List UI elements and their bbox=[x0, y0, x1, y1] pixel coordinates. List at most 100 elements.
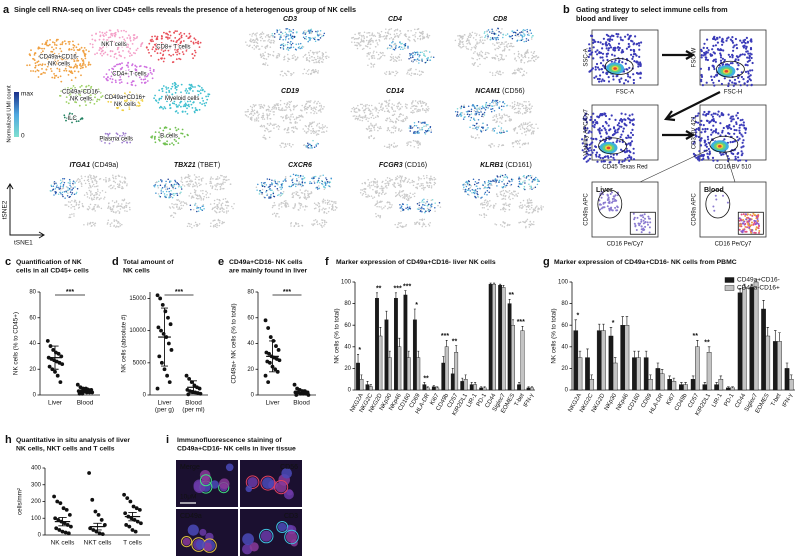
tsne-point bbox=[519, 146, 521, 148]
tsne-point bbox=[466, 186, 468, 188]
tsne-point bbox=[245, 111, 247, 113]
tsne-point bbox=[71, 194, 73, 196]
tsne-point bbox=[186, 107, 188, 109]
tsne-point bbox=[187, 225, 189, 227]
panel-title: Single cell RNA-seq on liver CD45+ cells… bbox=[14, 5, 356, 14]
tsne-point bbox=[217, 208, 219, 210]
tsne-point bbox=[368, 128, 370, 130]
tsne-point bbox=[117, 221, 119, 223]
tsne-point bbox=[318, 110, 320, 112]
tsne-point bbox=[253, 104, 255, 106]
tsne-point bbox=[312, 131, 314, 133]
tsne-point bbox=[128, 34, 130, 36]
tsne-point bbox=[279, 29, 281, 31]
tsne-point bbox=[81, 183, 83, 185]
tsne-point bbox=[166, 88, 168, 90]
tsne-point bbox=[495, 122, 497, 124]
tsne-point bbox=[251, 111, 253, 113]
tsne-point bbox=[481, 196, 483, 198]
tsne-point bbox=[161, 42, 163, 44]
tsne-point bbox=[79, 207, 81, 209]
tsne-point bbox=[427, 33, 429, 35]
tsne-point bbox=[189, 225, 191, 227]
tsne-point bbox=[517, 143, 519, 145]
tsne-point bbox=[474, 191, 476, 193]
tsne-point bbox=[507, 116, 509, 118]
tsne-point bbox=[305, 196, 307, 198]
tsne-point bbox=[199, 195, 201, 197]
tsne-point bbox=[313, 62, 315, 64]
tsne-point bbox=[32, 70, 34, 72]
tsne-point bbox=[528, 125, 530, 127]
tsne-point bbox=[376, 206, 378, 208]
tsne-point bbox=[99, 194, 101, 196]
tsne-point bbox=[401, 195, 403, 197]
tsne-point bbox=[192, 180, 194, 182]
tsne-point bbox=[377, 115, 379, 117]
tsne-point bbox=[286, 114, 288, 116]
tsne-point bbox=[486, 202, 488, 204]
tsne-point bbox=[400, 120, 402, 122]
tsne-point bbox=[501, 32, 503, 34]
tsne-point bbox=[38, 70, 40, 72]
tsne-point bbox=[408, 178, 410, 180]
tsne-point bbox=[420, 103, 422, 105]
tsne-point bbox=[132, 80, 134, 82]
tsne-point bbox=[370, 123, 372, 125]
tsne-point bbox=[270, 42, 272, 44]
tsne-point bbox=[428, 128, 430, 130]
tsne-point bbox=[149, 67, 151, 69]
tsne-point bbox=[291, 186, 293, 188]
tsne-point bbox=[85, 58, 87, 60]
tsne-point bbox=[85, 49, 87, 51]
tsne-point bbox=[514, 72, 516, 74]
tsne-point bbox=[353, 37, 355, 39]
tsne-point bbox=[533, 52, 535, 54]
tsne-point bbox=[164, 58, 166, 60]
tsne-point bbox=[296, 223, 298, 225]
tsne-point bbox=[389, 74, 391, 76]
tsne-point bbox=[315, 130, 317, 132]
tsne-point bbox=[278, 128, 280, 130]
tsne-point bbox=[80, 74, 82, 76]
tsne-point bbox=[118, 51, 120, 53]
tsne-point bbox=[89, 190, 91, 192]
tsne-point bbox=[478, 55, 480, 57]
tsne-point bbox=[71, 72, 73, 74]
tsne-point bbox=[521, 31, 523, 33]
tsne-point bbox=[56, 68, 58, 70]
tsne-point bbox=[307, 143, 309, 145]
tsne-point bbox=[421, 211, 423, 213]
tsne-point bbox=[255, 39, 257, 41]
tsne-point bbox=[493, 180, 495, 182]
tsne-point bbox=[84, 180, 86, 182]
tsne-point bbox=[405, 119, 407, 121]
tsne-point bbox=[269, 188, 271, 190]
tsne-point bbox=[359, 115, 361, 117]
tsne-point bbox=[313, 102, 315, 104]
tsne-point bbox=[200, 92, 202, 94]
tsne-point bbox=[403, 190, 405, 192]
tsne-point bbox=[505, 120, 507, 122]
cluster-label: CD49a+CD16+ bbox=[104, 95, 146, 101]
tsne-point bbox=[389, 178, 391, 180]
tsne-point bbox=[473, 64, 475, 66]
tsne-point bbox=[389, 71, 391, 73]
tsne-point bbox=[162, 187, 164, 189]
tsne-point bbox=[119, 184, 121, 186]
tsne-point bbox=[476, 123, 478, 125]
tsne-point bbox=[70, 217, 72, 219]
tsne-point bbox=[99, 199, 101, 201]
tsne-point bbox=[296, 31, 298, 33]
tsne-point bbox=[524, 62, 526, 64]
tsne-point bbox=[502, 175, 504, 177]
tsne-point bbox=[69, 214, 71, 216]
tsne-point bbox=[94, 225, 96, 227]
tsne-point bbox=[497, 118, 499, 120]
tsne-point bbox=[228, 179, 230, 181]
tsne-point bbox=[397, 35, 399, 37]
tsne-point bbox=[439, 202, 441, 204]
tsne-point bbox=[432, 199, 434, 201]
tsne-point bbox=[362, 120, 364, 122]
tsne-point bbox=[82, 60, 84, 62]
